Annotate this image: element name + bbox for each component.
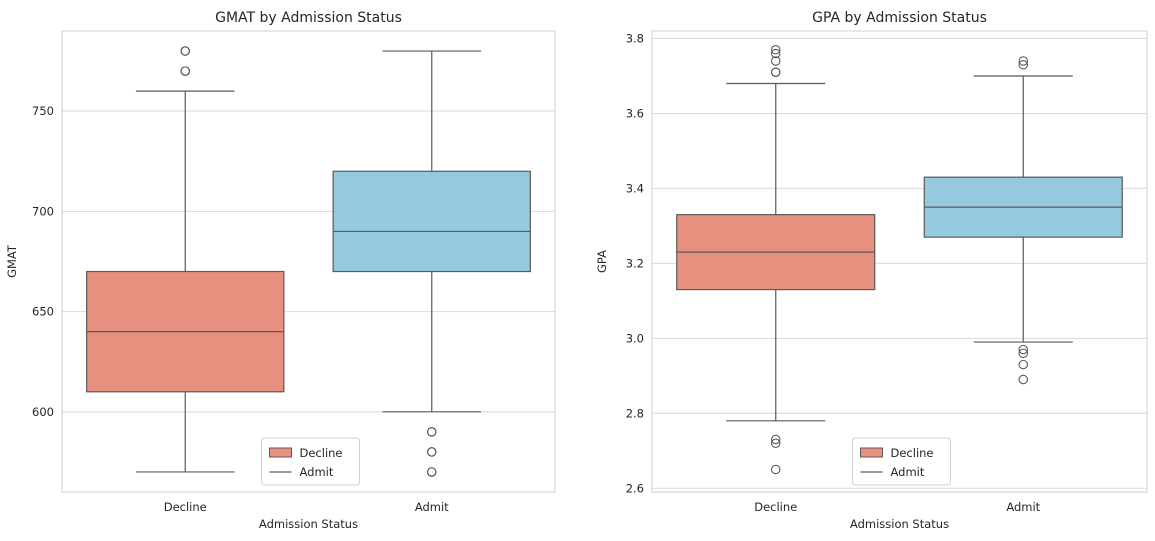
y-tick-label: 3.2 — [626, 256, 644, 270]
legend-label-decline: Decline — [300, 446, 343, 460]
x-axis-label: Admission Status — [259, 517, 358, 531]
outlier-point — [1018, 344, 1028, 355]
legend: Decline Admit — [261, 437, 360, 486]
x-axis-label: Admission Status — [850, 517, 949, 531]
outlier-point — [426, 427, 437, 437]
chart-panel-1: 600 650 700 750 Decline Admit GMAT by Admissio… — [5, 10, 556, 531]
legend-swatch-decline — [269, 447, 292, 458]
y-tick-label: 650 — [32, 305, 54, 319]
x-tick-label: Admit — [415, 500, 449, 514]
outlier-point — [180, 46, 191, 56]
outlier-point — [1018, 374, 1028, 385]
outlier-point — [770, 56, 781, 66]
y-tick-label: 3.4 — [626, 181, 644, 195]
x-tick-label: Admit — [1006, 500, 1040, 514]
outlier-point — [770, 438, 781, 449]
chart-panel-2: 2.6 2.8 3.0 3.2 3.4 3.6 3.8 Decline Admit GPA by … — [595, 10, 1148, 531]
box-admit — [923, 56, 1123, 385]
y-tick-label: 600 — [32, 405, 54, 419]
outlier-point — [1018, 56, 1028, 66]
outlier-point — [1018, 59, 1028, 70]
outlier-point — [770, 67, 781, 77]
y-tick-label: 2.8 — [626, 406, 644, 420]
y-axis-label: GPA — [595, 250, 609, 273]
legend-label-admit: Admit — [891, 465, 925, 479]
legend-label-admit: Admit — [300, 465, 334, 479]
box-decline — [86, 46, 285, 473]
y-tick-label: 750 — [32, 104, 54, 118]
box-decline — [676, 44, 876, 475]
box-admit — [332, 50, 531, 477]
y-tick-label: 3.0 — [626, 331, 644, 345]
legend-label-decline: Decline — [891, 446, 934, 460]
axes-frame — [651, 30, 1148, 493]
iqr-box — [332, 170, 531, 273]
y-tick-label: 3.8 — [626, 31, 644, 45]
outlier-point — [770, 48, 781, 59]
outlier-point — [1018, 359, 1028, 370]
chart-title: GMAT by Admission Status — [215, 10, 402, 26]
outlier-point — [426, 467, 437, 477]
legend: Decline Admit — [852, 437, 951, 486]
y-tick-label: 2.6 — [626, 481, 644, 495]
legend-swatch-decline — [860, 447, 883, 458]
x-tick-label: Decline — [754, 500, 797, 514]
outlier-point — [426, 447, 437, 457]
y-axis-label: GMAT — [5, 244, 19, 278]
x-tick-label: Decline — [164, 500, 207, 514]
y-tick-label: 700 — [32, 204, 54, 218]
outlier-point — [770, 464, 781, 475]
y-tick-label: 3.6 — [626, 106, 644, 120]
outlier-point — [770, 434, 781, 445]
outlier-point — [180, 66, 191, 76]
axes-frame — [61, 30, 556, 493]
outlier-point — [770, 44, 781, 55]
outlier-point — [1018, 348, 1028, 359]
chart-title: GPA by Admission Status — [812, 10, 987, 26]
